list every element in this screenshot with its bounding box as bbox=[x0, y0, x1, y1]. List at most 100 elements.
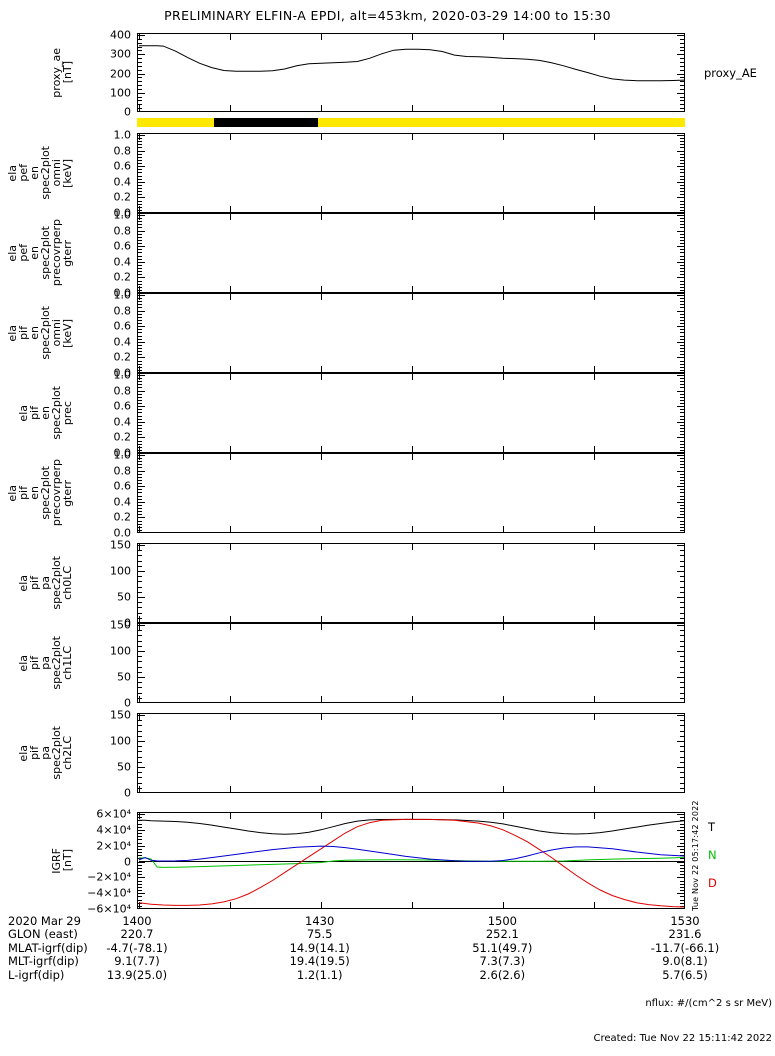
y-tick-minor bbox=[680, 858, 684, 860]
y-tick-minor bbox=[138, 206, 142, 208]
y-tick-major bbox=[138, 54, 145, 56]
y-tick-minor bbox=[680, 200, 684, 202]
y-tick-label: 0.6 bbox=[113, 319, 132, 333]
x-tick-major bbox=[321, 105, 322, 111]
y-tick-major bbox=[677, 625, 684, 626]
y-tick-minor bbox=[680, 529, 684, 531]
x-tick-major bbox=[594, 696, 595, 702]
x-tick-major bbox=[321, 696, 322, 702]
y-tick-minor bbox=[138, 396, 142, 398]
x-tick-major bbox=[503, 714, 504, 720]
x-tick-major bbox=[503, 134, 504, 140]
x-tick-major bbox=[230, 446, 231, 452]
xaxis-value: 220.7 bbox=[120, 927, 154, 942]
y-tick-minor bbox=[138, 366, 142, 368]
y-tick-minor bbox=[680, 848, 684, 850]
y-tick-label: 1.0 bbox=[113, 448, 132, 462]
plot-panel-ela-pif-pa-ch1lc bbox=[137, 623, 685, 703]
y-tick-label: 0 bbox=[124, 696, 131, 710]
y-tick-minor bbox=[138, 178, 142, 180]
x-tick-major bbox=[412, 696, 413, 702]
y-tick-minor bbox=[138, 730, 142, 732]
y-tick-minor bbox=[680, 354, 684, 356]
y-tick-minor bbox=[138, 141, 142, 143]
x-tick-major bbox=[139, 526, 140, 532]
x-tick-major bbox=[230, 813, 231, 819]
y-tick-label: −6×10⁴ bbox=[87, 902, 131, 916]
y-tick-minor bbox=[680, 514, 684, 516]
y-tick-minor bbox=[138, 200, 142, 202]
x-tick-major bbox=[412, 714, 413, 720]
y-tick-minor bbox=[138, 617, 142, 619]
y-tick-label: 0.4 bbox=[113, 415, 132, 429]
y-tick-minor bbox=[680, 159, 684, 161]
y-tick-major bbox=[677, 73, 684, 75]
xaxis-value: 1530 bbox=[670, 914, 700, 928]
y-tick-labels-ela-pef-en-precovrperp-gterr: 1.0 0.8 0.6 0.4 0.2 0.0 bbox=[75, 210, 135, 299]
x-tick-major bbox=[412, 902, 413, 908]
y-tick-major bbox=[138, 571, 145, 572]
y-tick-minor bbox=[138, 479, 142, 481]
plot-panel-ela-pif-pa-ch0lc bbox=[137, 543, 685, 623]
y-tick-minor bbox=[680, 483, 684, 485]
x-tick-major bbox=[412, 786, 413, 792]
y-tick-major bbox=[677, 181, 684, 183]
x-tick-major bbox=[503, 446, 504, 452]
y-tick-minor bbox=[138, 492, 142, 494]
y-tick-minor bbox=[138, 218, 142, 220]
y-tick-minor bbox=[138, 890, 142, 891]
y-tick-minor bbox=[138, 194, 142, 196]
y-tick-minor bbox=[138, 61, 142, 63]
y-tick-minor bbox=[138, 692, 142, 694]
x-tick-major bbox=[503, 286, 504, 292]
x-tick-major bbox=[321, 616, 322, 622]
y-tick-major bbox=[138, 545, 145, 546]
x-tick-major bbox=[139, 902, 140, 908]
x-tick-major bbox=[503, 454, 504, 460]
y-tick-minor bbox=[680, 329, 684, 331]
y-tick-label: 100 bbox=[110, 564, 131, 578]
y-tick-minor bbox=[138, 836, 142, 838]
y-tick-minor bbox=[680, 163, 684, 165]
xaxis-value: 1500 bbox=[487, 914, 517, 928]
y-tick-minor bbox=[680, 203, 684, 205]
x-tick-major bbox=[321, 374, 322, 380]
y-tick-minor bbox=[138, 839, 142, 841]
y-tick-label: 400 bbox=[110, 28, 131, 42]
y-tick-major bbox=[677, 92, 684, 94]
x-tick-major bbox=[139, 214, 140, 220]
y-tick-minor bbox=[680, 332, 684, 334]
y-tick-major bbox=[138, 277, 145, 279]
y-tick-minor bbox=[138, 304, 142, 306]
y-tick-minor bbox=[680, 489, 684, 491]
y-tick-minor bbox=[680, 239, 684, 241]
y-tick-major bbox=[677, 545, 684, 546]
y-tick-minor bbox=[138, 526, 142, 528]
x-tick-major bbox=[503, 366, 504, 372]
y-tick-minor bbox=[138, 434, 142, 436]
xaxis-row-label: GLON (east) bbox=[8, 927, 78, 942]
y-tick-minor bbox=[680, 523, 684, 525]
y-tick-minor bbox=[138, 338, 142, 340]
y-tick-minor bbox=[680, 782, 684, 784]
y-tick-minor bbox=[680, 188, 684, 190]
x-tick-major bbox=[321, 813, 322, 819]
y-tick-minor bbox=[138, 369, 142, 371]
y-tick-minor bbox=[680, 687, 684, 689]
y-axis-title-word: [nT] bbox=[61, 849, 74, 872]
y-tick-minor bbox=[138, 38, 142, 40]
y-tick-major bbox=[677, 166, 684, 168]
y-tick-minor bbox=[680, 461, 684, 463]
y-tick-minor bbox=[138, 88, 142, 90]
x-tick-major bbox=[594, 454, 595, 460]
trace-B bbox=[138, 845, 684, 862]
y-axis-title-igrf: IGRF [nT] bbox=[49, 812, 74, 909]
y-tick-minor bbox=[680, 81, 684, 83]
y-tick-major bbox=[138, 375, 145, 376]
y-tick-label: 0.6 bbox=[113, 159, 132, 173]
y-tick-label: 0 bbox=[124, 616, 131, 630]
y-tick-minor bbox=[138, 381, 142, 383]
plot-panel-ela-pif-en-omni bbox=[137, 293, 685, 373]
y-tick-major bbox=[138, 246, 145, 248]
x-tick-major bbox=[321, 206, 322, 212]
